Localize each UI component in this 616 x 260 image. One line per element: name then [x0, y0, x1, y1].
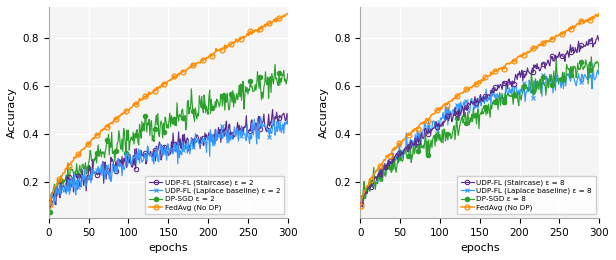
- UDP-FL (Laplace baseline) ε = 2: [257, 115, 264, 119]
- Legend: UDP-FL (Staircase) ε = 2, UDP-FL (Laplace baseline) ε = 2, DP-SGD ε = 2, FedAvg : UDP-FL (Staircase) ε = 2, UDP-FL (Laplac…: [145, 176, 284, 214]
- Legend: UDP-FL (Staircase) ε = 8, UDP-FL (Laplace baseline) ε = 8, DP-SGD ε = 8, FedAvg : UDP-FL (Staircase) ε = 8, UDP-FL (Laplac…: [457, 176, 596, 214]
- DP-SGD ε = 2: [246, 79, 254, 82]
- DP-SGD ε = 8: [359, 197, 367, 200]
- FedAvg (No DP): [498, 67, 506, 70]
- Line: DP-SGD ε = 8: DP-SGD ε = 8: [359, 55, 601, 201]
- FedAvg (No DP): [573, 23, 581, 26]
- UDP-FL (Staircase) ε = 2: [46, 200, 53, 203]
- DP-SGD ε = 8: [357, 197, 365, 200]
- UDP-FL (Staircase) ε = 8: [357, 202, 365, 205]
- Line: DP-SGD ε = 2: DP-SGD ε = 2: [47, 62, 290, 214]
- DP-SGD ε = 2: [187, 108, 194, 111]
- UDP-FL (Staircase) ε = 2: [269, 108, 277, 111]
- UDP-FL (Laplace baseline) ε = 8: [357, 203, 365, 206]
- UDP-FL (Staircase) ε = 8: [574, 46, 582, 49]
- Line: FedAvg (No DP): FedAvg (No DP): [359, 11, 602, 208]
- FedAvg (No DP): [46, 204, 53, 207]
- FedAvg (No DP): [192, 62, 199, 66]
- DP-SGD ε = 2: [47, 204, 54, 207]
- UDP-FL (Laplace baseline) ε = 2: [192, 141, 200, 144]
- Y-axis label: Accuracy: Accuracy: [318, 87, 328, 138]
- UDP-FL (Staircase) ε = 8: [358, 205, 365, 208]
- UDP-FL (Staircase) ε = 2: [248, 120, 255, 123]
- Line: UDP-FL (Staircase) ε = 8: UDP-FL (Staircase) ε = 8: [359, 33, 601, 209]
- FedAvg (No DP): [595, 12, 602, 15]
- UDP-FL (Staircase) ε = 2: [188, 137, 196, 140]
- Y-axis label: Accuracy: Accuracy: [7, 87, 17, 138]
- UDP-FL (Laplace baseline) ε = 2: [188, 139, 196, 142]
- FedAvg (No DP): [187, 64, 194, 68]
- UDP-FL (Staircase) ε = 8: [359, 202, 367, 205]
- DP-SGD ε = 2: [188, 87, 195, 90]
- UDP-FL (Laplace baseline) ε = 8: [558, 82, 565, 85]
- Line: FedAvg (No DP): FedAvg (No DP): [47, 11, 290, 208]
- FedAvg (No DP): [246, 30, 254, 33]
- UDP-FL (Laplace baseline) ε = 8: [499, 99, 506, 102]
- FedAvg (No DP): [499, 67, 506, 70]
- DP-SGD ε = 8: [596, 70, 603, 73]
- FedAvg (No DP): [503, 62, 511, 65]
- UDP-FL (Laplace baseline) ε = 8: [589, 62, 596, 65]
- FedAvg (No DP): [358, 197, 365, 200]
- UDP-FL (Laplace baseline) ε = 2: [188, 136, 195, 139]
- UDP-FL (Laplace baseline) ε = 2: [47, 200, 55, 203]
- DP-SGD ε = 8: [504, 92, 511, 95]
- UDP-FL (Staircase) ε = 2: [192, 136, 200, 139]
- UDP-FL (Laplace baseline) ε = 8: [503, 90, 511, 94]
- UDP-FL (Laplace baseline) ε = 8: [596, 69, 603, 72]
- UDP-FL (Staircase) ε = 2: [47, 195, 55, 198]
- FedAvg (No DP): [262, 25, 269, 28]
- FedAvg (No DP): [284, 12, 291, 15]
- DP-SGD ε = 2: [284, 72, 291, 75]
- UDP-FL (Laplace baseline) ε = 8: [573, 80, 581, 83]
- UDP-FL (Staircase) ε = 2: [188, 141, 195, 144]
- X-axis label: epochs: epochs: [460, 243, 500, 253]
- DP-SGD ε = 2: [271, 63, 278, 66]
- UDP-FL (Staircase) ε = 2: [47, 206, 54, 209]
- Line: UDP-FL (Staircase) ε = 2: UDP-FL (Staircase) ε = 2: [47, 107, 290, 210]
- DP-SGD ε = 8: [358, 194, 365, 197]
- DP-SGD ε = 2: [262, 70, 269, 73]
- UDP-FL (Staircase) ε = 8: [596, 40, 603, 43]
- UDP-FL (Laplace baseline) ε = 2: [248, 137, 255, 140]
- UDP-FL (Laplace baseline) ε = 2: [46, 202, 53, 205]
- UDP-FL (Laplace baseline) ε = 8: [498, 96, 506, 99]
- FedAvg (No DP): [47, 199, 54, 202]
- Line: UDP-FL (Laplace baseline) ε = 8: UDP-FL (Laplace baseline) ε = 8: [359, 61, 602, 207]
- FedAvg (No DP): [188, 66, 195, 69]
- UDP-FL (Staircase) ε = 2: [262, 130, 270, 133]
- UDP-FL (Laplace baseline) ε = 2: [284, 116, 291, 119]
- FedAvg (No DP): [596, 14, 603, 17]
- FedAvg (No DP): [357, 204, 365, 207]
- DP-SGD ε = 2: [46, 210, 53, 213]
- X-axis label: epochs: epochs: [148, 243, 188, 253]
- Line: UDP-FL (Laplace baseline) ε = 2: UDP-FL (Laplace baseline) ε = 2: [47, 115, 290, 207]
- UDP-FL (Laplace baseline) ε = 2: [264, 127, 271, 131]
- DP-SGD ε = 8: [574, 62, 582, 65]
- DP-SGD ε = 8: [588, 55, 595, 58]
- UDP-FL (Staircase) ε = 2: [284, 122, 291, 125]
- UDP-FL (Laplace baseline) ε = 2: [47, 203, 54, 206]
- UDP-FL (Staircase) ε = 8: [500, 80, 508, 83]
- UDP-FL (Staircase) ε = 8: [504, 87, 511, 90]
- UDP-FL (Laplace baseline) ε = 8: [358, 199, 365, 203]
- DP-SGD ε = 8: [500, 103, 508, 106]
- DP-SGD ε = 2: [192, 106, 199, 109]
- UDP-FL (Staircase) ε = 8: [559, 54, 566, 57]
- UDP-FL (Staircase) ε = 8: [499, 83, 506, 87]
- DP-SGD ε = 8: [499, 96, 506, 99]
- DP-SGD ε = 8: [559, 71, 566, 74]
- FedAvg (No DP): [558, 32, 565, 35]
- UDP-FL (Staircase) ε = 8: [594, 34, 601, 37]
